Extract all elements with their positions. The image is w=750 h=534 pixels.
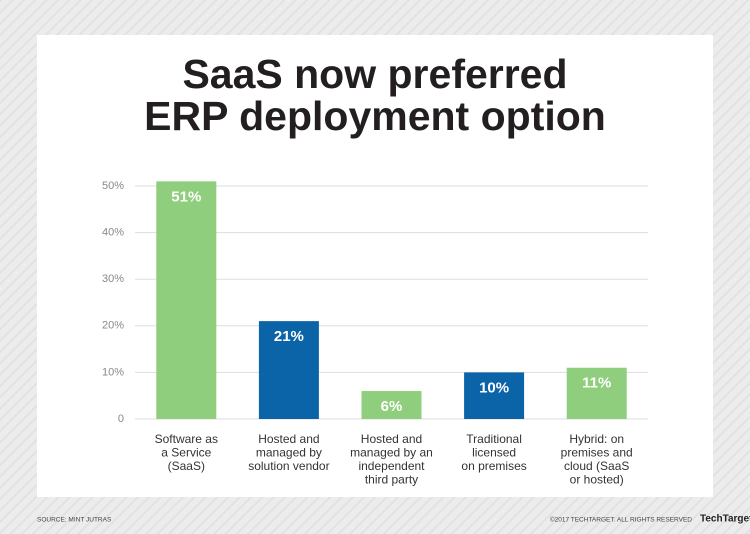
x-tick-label: Traditional licensed on premises [461, 432, 526, 473]
x-tick-label: Hosted and managed by an independent third … [350, 432, 433, 487]
x-tick-label: Software as a Service (SaaS) [155, 432, 218, 473]
value-label: 11% [582, 375, 611, 392]
chart-title: SaaS now preferred [182, 51, 567, 97]
y-tick-label: 0 [118, 413, 124, 425]
value-label: 10% [479, 379, 509, 396]
value-label: 6% [381, 398, 403, 415]
card [37, 35, 713, 497]
brand: TechTarget [700, 514, 750, 525]
bar [464, 372, 525, 419]
bar [258, 321, 319, 419]
value-label: 51% [171, 188, 201, 205]
source: SOURCE: MINT JUTRAS [37, 517, 112, 524]
chart-title: ERP deployment option [144, 93, 606, 139]
y-tick-label: 10% [102, 366, 124, 378]
y-tick-label: 20% [102, 320, 124, 332]
y-tick-label: 30% [102, 273, 124, 285]
y-tick-label: 40% [102, 227, 124, 239]
x-tick-label: Hosted and managed by solution vendor [248, 432, 329, 473]
copyright: ©2017 TECHTARGET. ALL RIGHTS RESERVED [550, 516, 692, 524]
bar [361, 391, 422, 419]
y-tick-label: 50% [102, 180, 124, 192]
value-label: 21% [274, 328, 304, 345]
x-tick-label: Hybrid: on premises and cloud (SaaS or host… [561, 432, 633, 487]
bar [566, 367, 627, 419]
bar [156, 181, 217, 419]
